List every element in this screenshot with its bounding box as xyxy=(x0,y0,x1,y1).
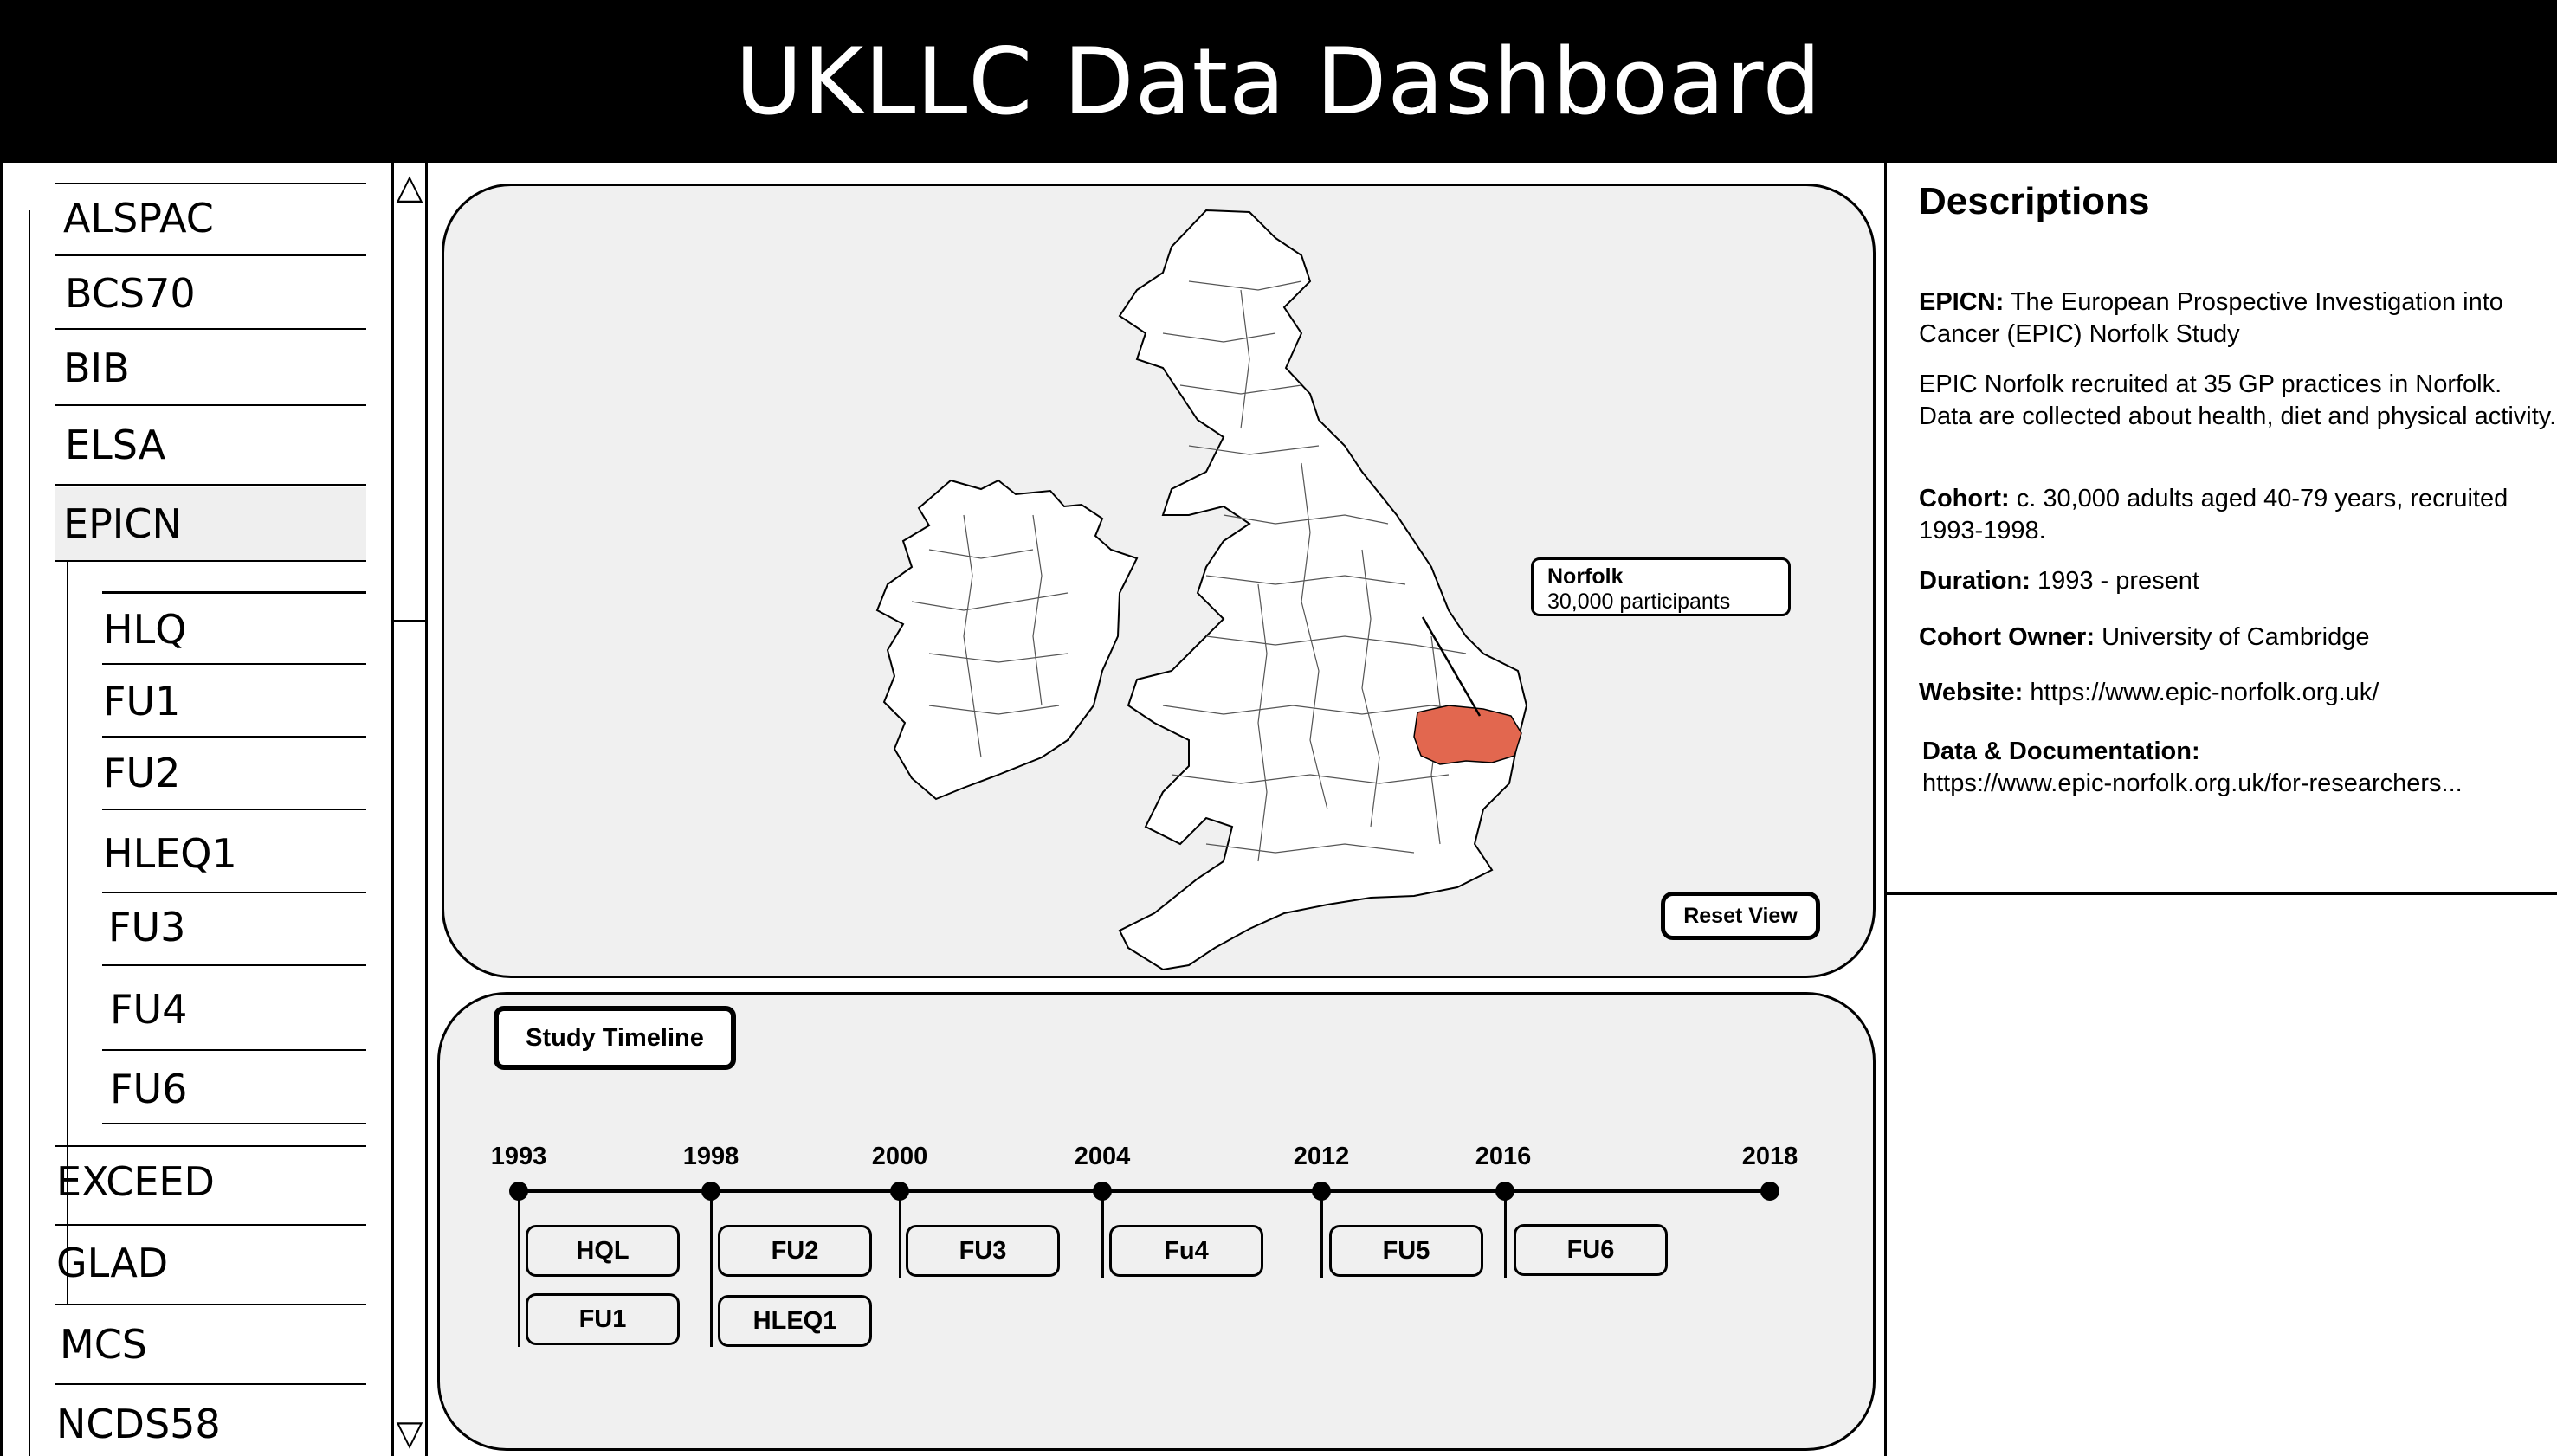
timeline-fu6-button[interactable]: FU6 xyxy=(1514,1224,1668,1276)
sidebar-subitem-fu4[interactable]: FU4 xyxy=(110,986,188,1033)
scroll-down-icon[interactable]: ▽ xyxy=(396,1414,423,1453)
docs-label: Data & Documentation: xyxy=(1922,738,2200,765)
timeline-stem xyxy=(1101,1191,1104,1278)
cohort-text: c. 30,000 adults aged 40-79 years, recru… xyxy=(1919,485,2509,544)
timeline-year: 1993 xyxy=(490,1143,547,1170)
norfolk-region xyxy=(1413,705,1522,765)
website-description: Website: https://www.epic-norfolk.org.uk… xyxy=(1919,677,2557,709)
timeline-stem xyxy=(710,1191,713,1347)
timeline-year: 2016 xyxy=(1475,1143,1532,1170)
sidebar-item-bcs70[interactable]: BCS70 xyxy=(65,270,196,317)
duration-text: 1993 - present xyxy=(2037,567,2199,595)
sidebar-item-bib[interactable]: BIB xyxy=(63,345,130,391)
timeline-dot-2018[interactable] xyxy=(1760,1182,1779,1201)
sidebar-item-mcs[interactable]: MCS xyxy=(60,1321,148,1368)
region-tooltip: Norfolk 30,000 participants xyxy=(1531,557,1791,616)
timeline-stem xyxy=(518,1191,520,1347)
sidebar-scrollbar[interactable]: △ ▽ xyxy=(391,163,428,1456)
timeline-stem xyxy=(899,1191,901,1278)
timeline-year: 2012 xyxy=(1293,1143,1350,1170)
page-title: UKLLC Data Dashboard xyxy=(735,28,1822,135)
tree-line xyxy=(29,210,30,1456)
timeline-year: 2004 xyxy=(1074,1143,1131,1170)
timeline-year: 2000 xyxy=(871,1143,928,1170)
docs-link[interactable]: https://www.epic-norfolk.org.uk/for-rese… xyxy=(1922,770,2463,797)
duration-description: Duration: 1993 - present xyxy=(1919,565,2557,597)
timeline-axis xyxy=(520,1189,1770,1193)
subtree-line xyxy=(67,561,68,1305)
docs-description: Data & Documentation: https://www.epic-n… xyxy=(1922,736,2557,800)
study-description: EPICN: The European Prospective Investig… xyxy=(1919,287,2557,351)
summary-description: EPIC Norfolk recruited at 35 GP practice… xyxy=(1919,369,2557,433)
ireland-shape xyxy=(875,479,1139,801)
cohort-label: Cohort: xyxy=(1919,485,2010,512)
scroll-up-icon[interactable]: △ xyxy=(396,168,423,206)
selected-highlight xyxy=(55,487,366,560)
sidebar-item-elsa[interactable]: ELSA xyxy=(65,422,166,468)
duration-label: Duration: xyxy=(1919,567,2031,595)
sidebar-subitem-fu1[interactable]: FU1 xyxy=(103,678,181,725)
scroll-thumb[interactable] xyxy=(394,163,425,622)
app-header: UKLLC Data Dashboard xyxy=(0,0,2557,163)
sidebar-item-exceed[interactable]: EXCEED xyxy=(56,1158,215,1205)
tooltip-title: Norfolk xyxy=(1547,564,1624,589)
timeline-fu2-button[interactable]: FU2 xyxy=(718,1225,872,1277)
owner-description: Cohort Owner: University of Cambridge xyxy=(1919,622,2557,654)
timeline-fu1-button[interactable]: FU1 xyxy=(526,1293,680,1345)
tooltip-subtitle: 30,000 participants xyxy=(1547,589,1731,614)
sidebar-item-epicn[interactable]: EPICN xyxy=(63,500,182,547)
timeline-fu5-button[interactable]: FU5 xyxy=(1329,1225,1483,1277)
study-label: EPICN: xyxy=(1919,288,2005,316)
great-britain-shape xyxy=(1118,209,1528,971)
sidebar-subitem-hleq1[interactable]: HLEQ1 xyxy=(103,830,237,877)
descriptions-panel: Descriptions EPICN: The European Prospec… xyxy=(1884,163,2557,1456)
website-label: Website: xyxy=(1919,679,2024,706)
reset-view-button[interactable]: Reset View xyxy=(1661,892,1820,940)
sidebar-subitem-fu2[interactable]: FU2 xyxy=(103,750,181,796)
summary-text: EPIC Norfolk recruited at 35 GP practice… xyxy=(1919,370,2557,430)
owner-text: University of Cambridge xyxy=(2102,623,2370,651)
study-text: The European Prospective Investigation i… xyxy=(1919,288,2503,348)
sidebar-subitem-fu3[interactable]: FU3 xyxy=(108,904,186,950)
timeline-stem xyxy=(1320,1191,1323,1278)
timeline-hql-button[interactable]: HQL xyxy=(526,1225,680,1277)
sidebar-subitem-hlq[interactable]: HLQ xyxy=(103,606,187,653)
timeline-fu4-button[interactable]: Fu4 xyxy=(1109,1225,1263,1277)
sidebar-item-glad[interactable]: GLAD xyxy=(56,1240,169,1286)
owner-label: Cohort Owner: xyxy=(1919,623,2095,651)
timeline-hleq1-button[interactable]: HLEQ1 xyxy=(718,1295,872,1347)
study-sidebar: ALSPAC BCS70 BIB ELSA EPICN xyxy=(0,163,428,1456)
uk-map[interactable] xyxy=(444,186,1876,978)
website-link[interactable]: https://www.epic-norfolk.org.uk/ xyxy=(2030,679,2379,706)
sidebar-item-ncds58[interactable]: NCDS58 xyxy=(56,1401,221,1447)
timeline-year: 1998 xyxy=(682,1143,739,1170)
study-timeline-button[interactable]: Study Timeline xyxy=(494,1006,736,1070)
timeline-year: 2018 xyxy=(1741,1143,1798,1170)
sidebar-item-alspac[interactable]: ALSPAC xyxy=(63,195,214,242)
sidebar-subitem-fu6[interactable]: FU6 xyxy=(110,1066,188,1112)
map-panel[interactable] xyxy=(442,184,1876,978)
timeline-fu3-button[interactable]: FU3 xyxy=(906,1225,1060,1277)
timeline-stem xyxy=(1504,1191,1507,1278)
cohort-description: Cohort: c. 30,000 adults aged 40-79 year… xyxy=(1919,483,2557,547)
descriptions-divider xyxy=(1887,892,2557,895)
descriptions-heading: Descriptions xyxy=(1919,180,2150,222)
